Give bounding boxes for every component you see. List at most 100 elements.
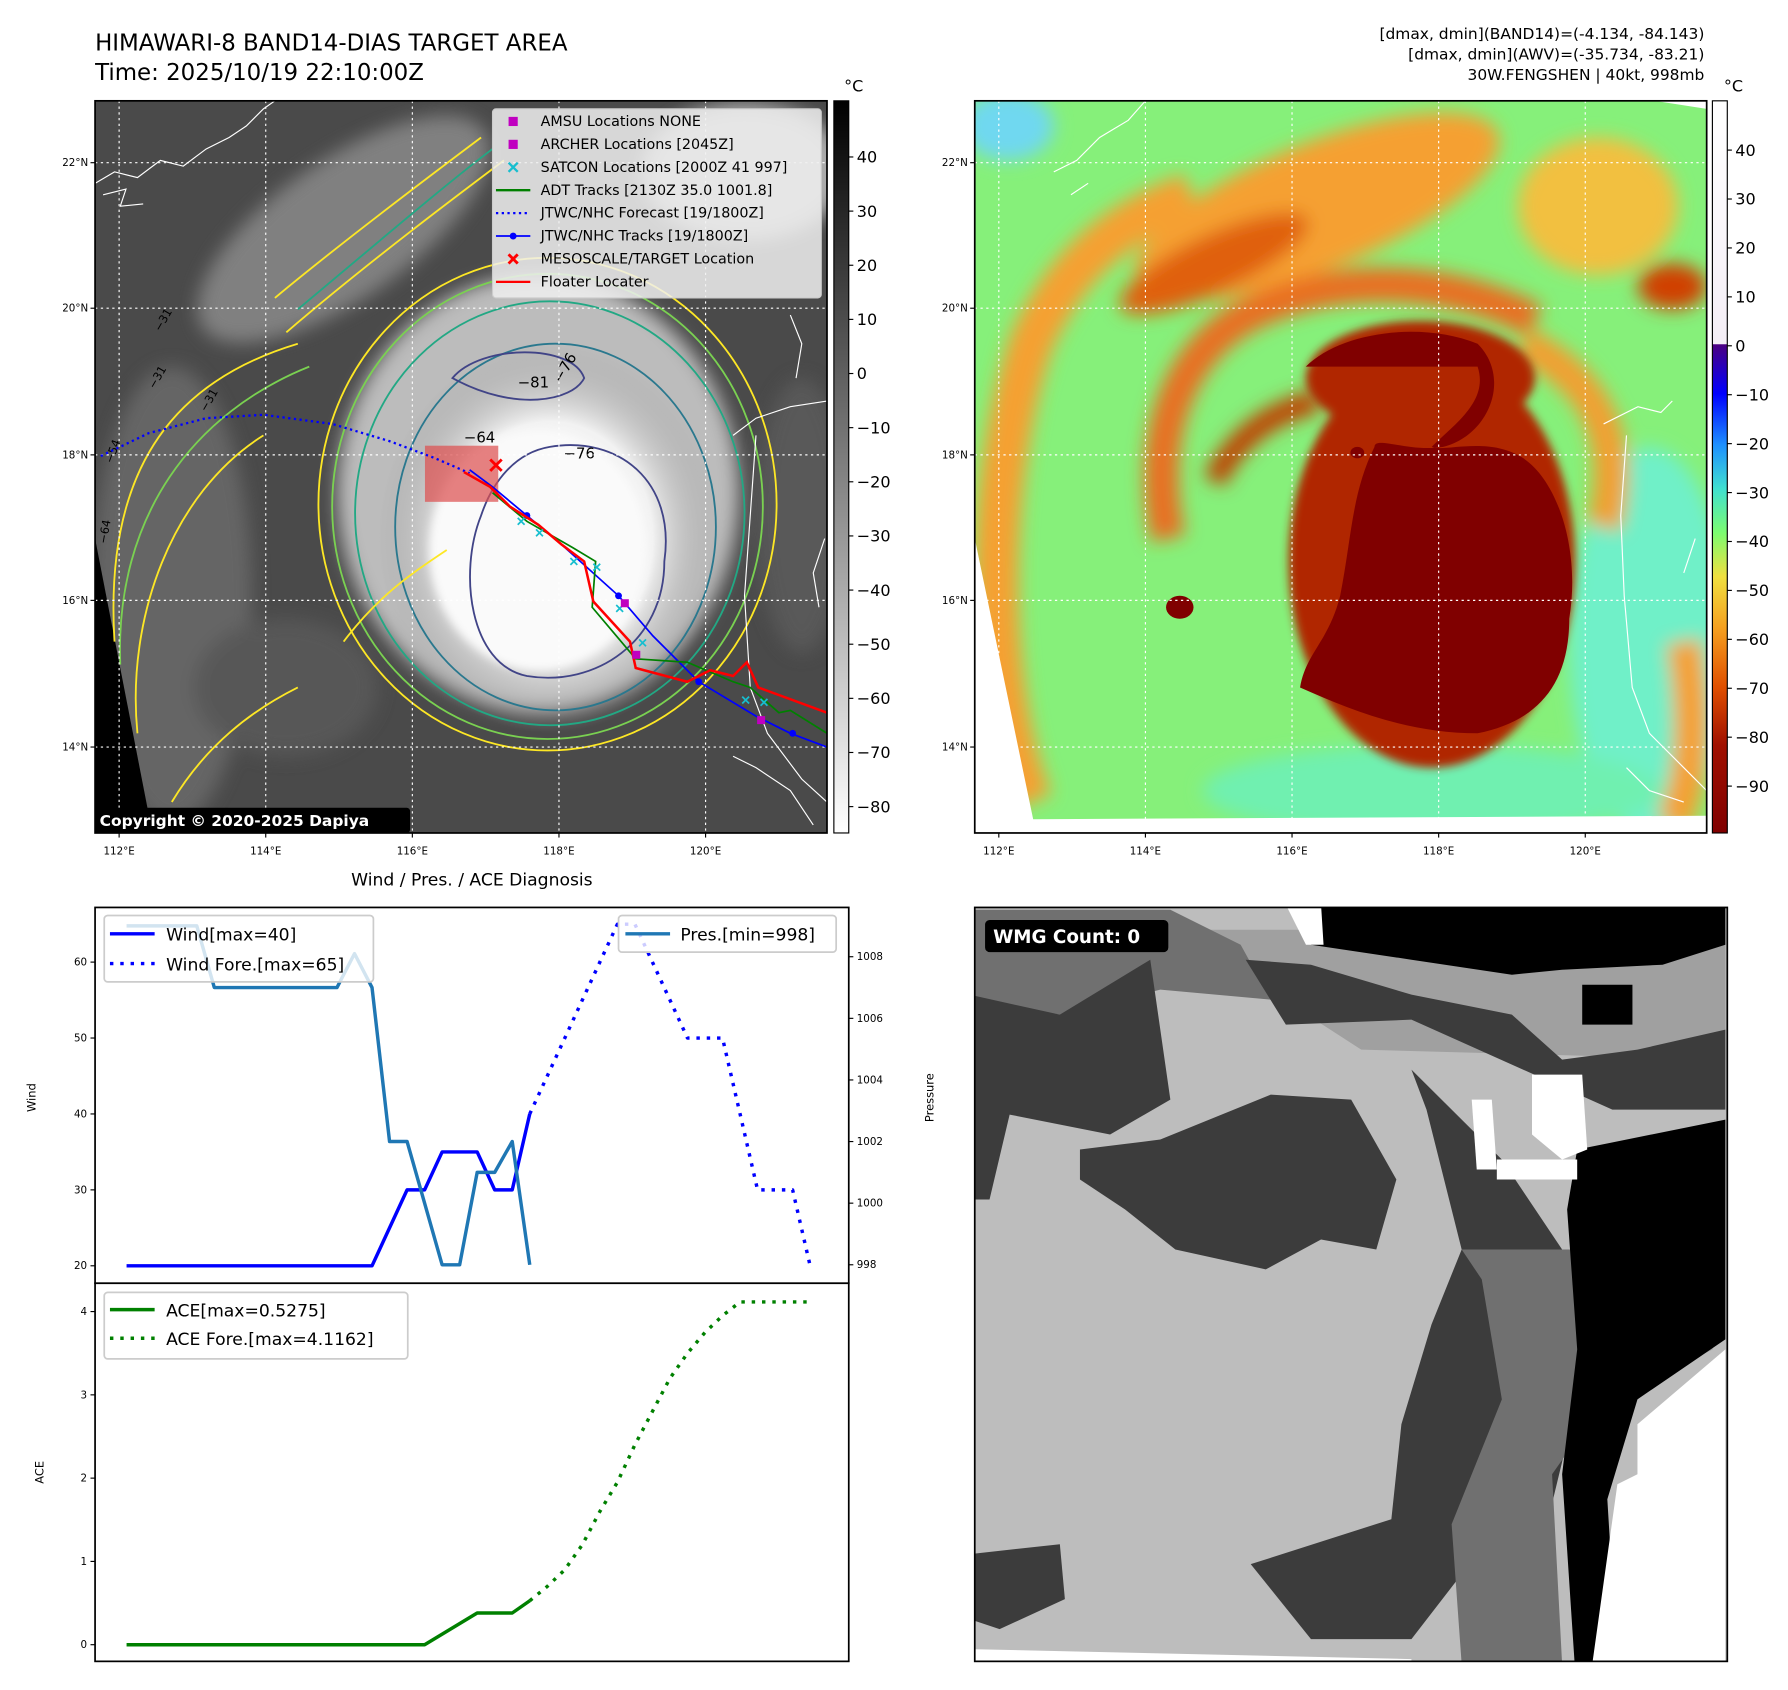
colorbar-tick-label: −50 [857,635,891,654]
lon-label: 120°E [690,846,721,858]
y-right-tick-label: 998 [857,1259,877,1271]
lon-label: 120°E [1570,846,1601,858]
colorbar-tick-label: −80 [1735,728,1769,747]
colorbar-tick-label: −10 [857,418,891,437]
floater-track [463,470,827,714]
y-tick-label: 2 [80,1473,87,1485]
lat-label: 14°N [942,741,968,753]
y-tick-label: 20 [74,1260,87,1272]
jtwc-track-points [523,512,797,737]
y-tick-label: 3 [80,1389,87,1401]
deep-convection-core [1300,331,1573,734]
figure-time: Time: 2025/10/19 22:10:00Z [94,60,424,86]
awv-colorbar-unit: °C [1724,77,1743,96]
archer-markers [620,599,766,725]
y-tick-label: 50 [74,1032,87,1044]
lon-label: 116°E [1276,846,1307,858]
colorbar-tick-label: −30 [857,527,891,546]
ace-legend: ACE[max=0.5275] ACE Fore.[max=4.1162] [103,1291,409,1360]
y-right-tick-label: 1004 [857,1074,883,1086]
target-area-box [424,445,499,502]
lat-label: 16°N [62,595,88,607]
stats-awv: [dmax, dmin](AWV)=(-35.734, -83.21) [1408,46,1704,64]
adt-track [491,492,827,735]
wind-pressure-chart: 20 30 40 50 60 998 1000 1002 1004 1006 1008 Wind … [25,906,937,1285]
ir-lat-labels: 22°N 20°N 18°N 16°N 14°N [62,157,96,753]
awv-map-frame [973,99,1708,834]
y-tick-label: 40 [74,1108,87,1120]
legend-label: JTWC/NHC Tracks [19/1800Z] [540,229,749,245]
legend-label-wind: Wind[max=40] [166,926,296,946]
wmg-count-box [985,920,1169,953]
lon-label: 118°E [1423,846,1454,858]
legend-marker-x [507,161,519,173]
lon-label: 112°E [983,846,1014,858]
legend-label: JTWC/NHC Forecast [19/1800Z] [540,206,764,222]
contour-label: −64 [96,519,114,545]
legend-label: MESOSCALE/TARGET Location [541,252,755,268]
colorbar-tick-label: −20 [857,473,891,492]
jtwc-track [469,469,827,748]
y-tick-label: 1 [80,1556,87,1568]
legend-marker-square [508,139,518,149]
lon-label: 116°E [397,846,428,858]
wmg-panel: WMG Count: 0 [973,906,1729,1663]
legend-label: SATCON Locations [2000Z 41 997] [541,160,788,176]
ir-colorbar-unit: °C [844,77,863,96]
lat-label: 20°N [62,303,88,315]
legend-label: ARCHER Locations [2045Z] [541,137,734,153]
y-right-tick-label: 1000 [857,1198,883,1210]
colorbar-tick-label: −10 [1735,385,1769,404]
lat-label: 16°N [942,595,968,607]
lon-label: 114°E [250,846,281,858]
colorbar-tick-label: −80 [857,797,891,816]
ir-colorbar: °C 40 30 20 10 0 −10 −20 −30 −40 −50 −60 −70 −80 [833,77,891,834]
ir-lon-labels: 112°E 114°E 116°E 118°E 120°E [103,832,721,858]
y-tick-label: 30 [74,1184,87,1196]
colorbar-tick-label: −70 [1735,679,1769,698]
colorbar-tick-label: 30 [1735,190,1755,209]
awv-lon-labels: 112°E 114°E 116°E 118°E 120°E [983,832,1601,858]
lon-label: 114°E [1130,846,1161,858]
colorbar-tick-label: 40 [857,148,877,167]
lat-label: 22°N [942,157,968,169]
awv-colorbar: °C 40 30 20 10 0 −10 −20 −30 −40 −50 −60 −70 −80 −90 [1711,77,1769,834]
series-line-ace-fore [528,1300,811,1603]
legend-marker-square [508,116,518,127]
contour-label: −76 [564,444,595,462]
y-tick-label: 60 [74,957,87,969]
lat-label: 18°N [62,449,88,461]
ace-axis-label: ACE [33,1461,47,1484]
legend-label-pressure: Pres.[min=998] [680,926,815,946]
y-tick-label: 0 [80,1639,87,1651]
copyright-box [95,807,411,833]
lat-label: 14°N [62,741,88,753]
lon-label: 112°E [103,846,134,858]
colorbar-tick-label: −40 [1735,532,1769,551]
awv-lat-labels: 22°N 20°N 18°N 16°N 14°N [942,157,975,753]
y-right-tick-label: 1006 [857,1013,883,1025]
colorbar-tick-label: 0 [857,364,867,383]
colorbar-tick-label: 40 [1735,141,1755,160]
colorbar-tick-label: 30 [857,202,877,221]
colorbar-tick-label: −40 [857,581,891,600]
awv-map: 22°N 20°N 18°N 16°N 14°N 112°E 114°E 116°E 118°… [942,99,1708,858]
chart-title: Wind / Pres. / ACE Diagnosis [351,871,592,891]
wmg-frame [973,906,1729,1663]
series-line-pres [126,924,532,1267]
ir-map-frame [94,99,828,834]
lat-label: 20°N [942,303,968,315]
colorbar-tick-label: 0 [1735,337,1745,356]
contour-label: −81 [518,373,549,391]
colorbar-tick-label: −90 [1735,777,1769,796]
map-gridlines [974,100,1707,833]
y-tick-label: 4 [80,1306,87,1318]
colorbar-tick-label: −20 [1735,434,1769,453]
coastlines [1053,100,1707,803]
legend-marker-dot [509,232,517,240]
ace-chart: 0 1 2 3 4 ACE ACE[max=0.5275] ACE Fore.[max=… [33,1282,850,1663]
colorbar-tick-label: −60 [857,689,891,708]
copyright-text: Copyright © 2020-2025 Dapiya [100,812,370,830]
colorbar-tick-label: 10 [1735,288,1755,307]
